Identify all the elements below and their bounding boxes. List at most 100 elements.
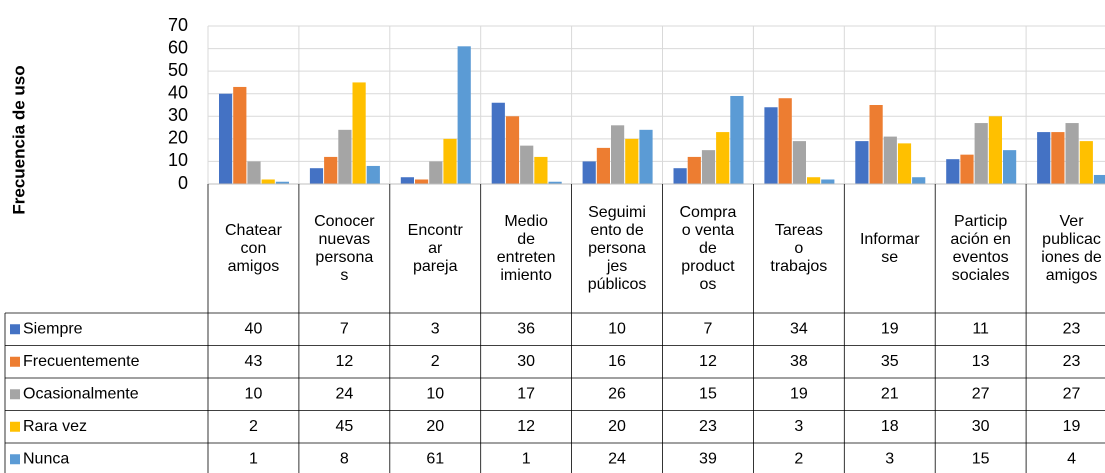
bar xyxy=(946,159,960,184)
bar xyxy=(1093,174,1105,184)
category-label: Compra o venta de product os xyxy=(679,203,737,293)
legend-label: Rara vez xyxy=(23,418,87,435)
bar xyxy=(534,156,548,184)
table-value: 17 xyxy=(517,385,535,402)
table-value: 19 xyxy=(790,385,808,402)
bar xyxy=(400,177,414,184)
y-tick-label: 20 xyxy=(168,128,188,148)
table-value: 24 xyxy=(335,385,353,402)
bar xyxy=(1051,132,1065,184)
table-value: 30 xyxy=(972,418,990,435)
y-tick-label: 70 xyxy=(168,15,188,35)
table-value: 34 xyxy=(790,320,808,337)
y-tick-label: 30 xyxy=(168,105,188,125)
bar xyxy=(869,105,883,184)
bar xyxy=(988,116,1002,184)
table-value: 11 xyxy=(972,320,989,337)
table-value: 10 xyxy=(608,320,626,337)
bar xyxy=(625,138,639,184)
table-value: 3 xyxy=(431,320,440,337)
bar xyxy=(219,93,233,184)
bar xyxy=(338,129,352,184)
category-label: Conocer nuevas persona s xyxy=(314,212,375,284)
table-value: 12 xyxy=(699,353,717,370)
table-value: 24 xyxy=(608,450,626,467)
bar xyxy=(883,136,897,184)
table-value: 2 xyxy=(249,418,258,435)
bar xyxy=(687,156,701,184)
bar xyxy=(309,168,324,184)
bar xyxy=(505,116,520,184)
bar xyxy=(716,132,730,184)
category-label: Seguimi ento de persona jes públicos xyxy=(587,203,647,293)
bar xyxy=(701,150,716,184)
bar xyxy=(960,154,974,184)
category-label: Encontr ar pareja xyxy=(407,221,463,275)
bar xyxy=(764,107,778,184)
bar xyxy=(730,95,744,184)
bar xyxy=(582,161,596,184)
bar xyxy=(596,147,610,184)
table-value: 15 xyxy=(699,385,717,402)
table-value: 43 xyxy=(245,353,263,370)
table-value: 1 xyxy=(522,450,531,467)
table-value: 3 xyxy=(885,450,894,467)
legend-key xyxy=(10,389,20,400)
legend-key xyxy=(10,356,20,367)
table-value: 3 xyxy=(794,418,803,435)
table-value: 61 xyxy=(426,450,444,467)
bar xyxy=(457,46,471,184)
table-value: 23 xyxy=(699,418,717,435)
table-value: 23 xyxy=(1063,320,1081,337)
legend-label: Ocasionalmente xyxy=(23,385,139,402)
table-value: 2 xyxy=(431,353,440,370)
bar xyxy=(1037,132,1051,184)
table-value: 35 xyxy=(881,353,899,370)
y-tick-label: 40 xyxy=(168,82,188,102)
table-value: 45 xyxy=(335,418,353,435)
y-tick-label: 10 xyxy=(168,150,188,170)
bar xyxy=(821,179,835,184)
bar xyxy=(352,82,366,184)
bar xyxy=(912,177,926,184)
bar xyxy=(897,143,912,184)
table-value: 27 xyxy=(972,385,990,402)
bar xyxy=(261,179,275,184)
bar xyxy=(1003,150,1017,184)
table-value: 21 xyxy=(881,385,899,402)
bar xyxy=(520,145,534,184)
bar xyxy=(415,179,429,184)
table-value: 2 xyxy=(794,450,803,467)
table-value: 39 xyxy=(699,450,717,467)
category-label: Chatear con amigos xyxy=(224,221,282,275)
bar xyxy=(491,102,505,184)
table-value: 20 xyxy=(426,418,444,435)
table-value: 10 xyxy=(245,385,263,402)
bar xyxy=(639,129,653,184)
table-value: 26 xyxy=(608,385,626,402)
bar xyxy=(778,98,792,184)
y-tick-label: 60 xyxy=(168,37,188,57)
table-value: 30 xyxy=(517,353,535,370)
bar xyxy=(233,86,247,184)
y-axis-title: Frecuencia de uso xyxy=(9,65,28,214)
bar xyxy=(792,141,806,184)
table-value: 27 xyxy=(1063,385,1081,402)
table-value: 8 xyxy=(340,450,349,467)
bar xyxy=(1079,141,1093,184)
table-value: 10 xyxy=(426,385,444,402)
bar xyxy=(443,138,457,184)
bar xyxy=(855,141,869,184)
bar xyxy=(548,181,562,184)
table-value: 16 xyxy=(608,353,626,370)
bar xyxy=(807,177,821,184)
table-value: 7 xyxy=(340,320,349,337)
category-label: Particip ación en eventos sociales xyxy=(950,212,1011,284)
table-value: 13 xyxy=(972,353,990,370)
bar xyxy=(611,125,625,184)
table-value: 12 xyxy=(335,353,353,370)
bar xyxy=(974,123,988,184)
table-value: 38 xyxy=(790,353,808,370)
table-value: 23 xyxy=(1063,353,1081,370)
